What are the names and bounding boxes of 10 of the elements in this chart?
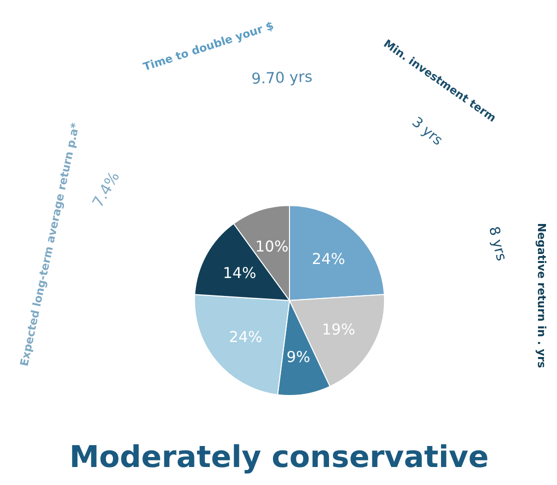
data-label: 24% xyxy=(228,328,262,346)
text: 3 yrs xyxy=(408,114,446,149)
data-label: 10% xyxy=(255,237,289,256)
data-label: 24% xyxy=(312,250,346,268)
text: Negative return in . yrs xyxy=(535,222,548,368)
data-label: 9% xyxy=(286,348,310,366)
text: 9.70 yrs xyxy=(251,68,313,88)
text: 8 yrs xyxy=(485,224,510,263)
text: Moderately conservative xyxy=(69,440,489,475)
data-label: 14% xyxy=(222,264,256,282)
